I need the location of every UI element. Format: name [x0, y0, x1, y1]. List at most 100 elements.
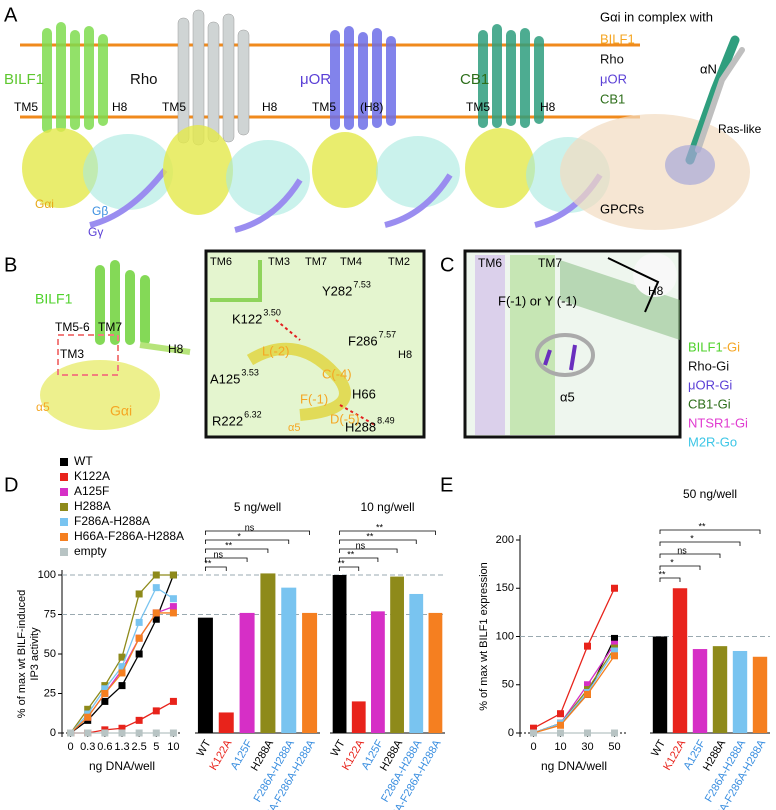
point: [584, 642, 591, 650]
point: [169, 729, 177, 737]
a5-label: α5: [560, 389, 575, 404]
significance-bracket: [339, 566, 360, 571]
significance-label: **: [225, 540, 233, 550]
y-axis-label: % of max wt BILF1 expression: [478, 562, 490, 711]
inset-item: μOR: [600, 71, 627, 86]
x-tick-label: 30: [581, 741, 593, 753]
inset-item: BILF1: [600, 31, 635, 46]
x-tick-label: 1.3: [114, 741, 129, 753]
structures-b: [40, 249, 426, 439]
significance-label: **: [347, 549, 355, 559]
point: [611, 652, 618, 660]
point: [135, 729, 143, 737]
residue-sup: 8.49: [377, 415, 395, 425]
significance-label: ns: [356, 540, 366, 550]
legend-label: H66A-F286A-H288A: [74, 529, 184, 543]
legend-label: K122A: [74, 469, 110, 483]
point: [152, 584, 160, 592]
significance-label: ns: [213, 549, 223, 559]
point: [152, 729, 160, 737]
structures-c: [463, 249, 682, 439]
legend-entry: -Gi: [723, 339, 740, 354]
inset-item: Rho: [600, 51, 624, 66]
annotation: F(-1) or Y (-1): [498, 293, 577, 308]
point: [84, 729, 92, 737]
structures-a: [20, 9, 750, 233]
surface-label: GPCRs: [600, 201, 645, 216]
significance-bracket: [339, 539, 417, 544]
point: [611, 584, 618, 592]
residue-label: A125: [210, 371, 240, 386]
panel-label: B: [4, 254, 17, 276]
point: [152, 571, 160, 579]
legend-swatch: [60, 533, 68, 541]
y-tick-label: 75: [44, 608, 56, 620]
ligand-label: L(-2): [262, 343, 289, 358]
point: [135, 716, 143, 724]
ligand-label: C(-4): [322, 366, 352, 381]
legend-label: A125F: [74, 484, 109, 498]
tm5-label: TM5: [312, 100, 336, 114]
series-line: [533, 638, 616, 734]
receptor-name: CB1: [460, 71, 489, 88]
panel-label: D: [4, 474, 18, 496]
significance-label: **: [204, 558, 212, 568]
tm-label: TM3: [60, 347, 84, 361]
residue-label: Y282: [322, 283, 352, 298]
panel-label: A: [4, 4, 18, 26]
helix-label: TM4: [340, 256, 362, 268]
residue-label: H66: [352, 386, 376, 401]
h8-label: H8: [262, 100, 278, 114]
a5-label: α5: [288, 422, 300, 434]
bar: [712, 646, 728, 733]
significance-label: ns: [245, 522, 255, 532]
ggamma-label: Gγ: [88, 225, 103, 239]
significance-bracket: [659, 553, 721, 558]
significance-label: **: [376, 522, 384, 532]
significance-label: *: [690, 533, 694, 543]
legend-swatch: [60, 473, 68, 481]
legend-entry: M2R-Go: [688, 434, 737, 449]
h8-label: H8: [540, 100, 556, 114]
residue-label: K122: [232, 311, 262, 326]
point: [135, 634, 143, 642]
legend-swatch: [60, 503, 68, 511]
x-tick-label: 0.6: [97, 741, 112, 753]
point: [152, 707, 160, 715]
series-line: [533, 587, 616, 729]
point: [169, 697, 177, 705]
x-tick-label: 0: [530, 741, 536, 753]
bar: [672, 588, 688, 733]
point: [101, 697, 109, 705]
x-tick-label: 10: [167, 741, 179, 753]
significance-label: *: [237, 531, 241, 541]
legend-label: empty: [74, 544, 107, 558]
y-tick-label: 100: [496, 630, 514, 642]
point: [118, 653, 126, 661]
significance-bracket: [205, 566, 227, 571]
bar: [732, 650, 748, 733]
h8-label: H8: [398, 349, 412, 361]
helix-label: TM6: [210, 256, 232, 268]
significance-label: **: [366, 531, 374, 541]
helix-label: H8: [648, 284, 664, 298]
significance-bracket: [659, 577, 681, 582]
domain-label: Ras-like: [718, 122, 762, 136]
h8-label: H8: [112, 100, 128, 114]
x-tick-label: 0: [68, 741, 74, 753]
bar: [351, 701, 366, 733]
x-tick-label: 0.3: [80, 741, 95, 753]
y-tick-label: 50: [502, 679, 514, 691]
bar: [260, 573, 276, 733]
significance-bracket: [659, 529, 761, 534]
point: [118, 682, 126, 690]
receptor-name: BILF1: [4, 71, 44, 88]
bar: [281, 587, 297, 733]
receptor-name: BILF1: [35, 291, 73, 307]
point: [169, 595, 177, 603]
point: [169, 603, 177, 611]
legend-label: F286A-H288A: [74, 514, 150, 528]
legend-entry: Rho-Gi: [688, 358, 729, 373]
h8-label: H8: [168, 342, 184, 356]
